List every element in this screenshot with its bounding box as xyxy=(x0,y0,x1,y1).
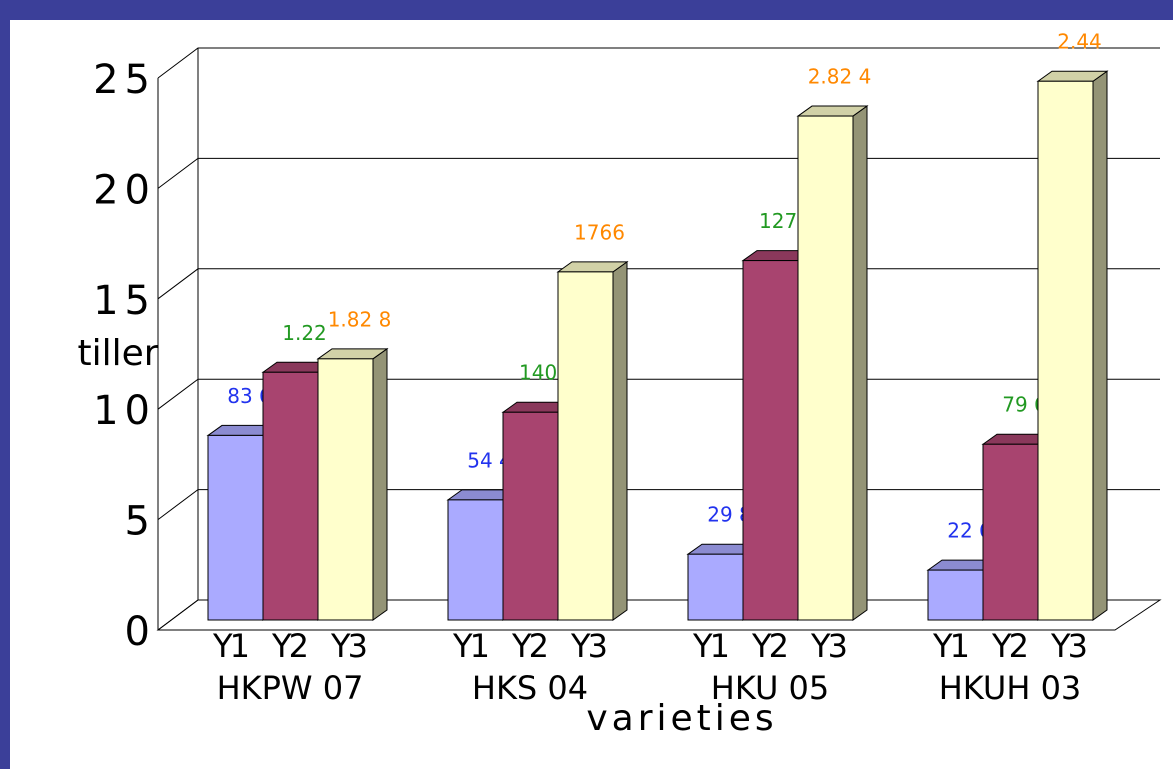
bar xyxy=(556,260,629,621)
series-label: Y3 xyxy=(330,627,366,665)
series-label: Y3 xyxy=(810,627,846,665)
bar-side xyxy=(612,260,628,621)
series-label: Y2 xyxy=(751,627,787,665)
y-tick-label: 25 xyxy=(93,57,156,103)
series-label: Y3 xyxy=(1050,627,1086,665)
series-label: Y1 xyxy=(212,627,248,665)
bar-side xyxy=(1092,70,1108,621)
x-tick-label: HKPW 07 xyxy=(217,669,364,707)
bar-front xyxy=(982,443,1039,621)
bar-front xyxy=(262,371,319,621)
bar xyxy=(686,543,759,621)
data-label: 1.82 8 xyxy=(328,307,392,331)
y-axis-label: tiller xyxy=(77,333,158,374)
grid-line xyxy=(157,47,1160,79)
bar xyxy=(1036,70,1109,621)
bar xyxy=(316,347,389,621)
series-label: Y3 xyxy=(570,627,606,665)
series-label: Y1 xyxy=(932,627,968,665)
bar-front xyxy=(742,260,799,621)
y-tick-label: 5 xyxy=(125,499,156,545)
x-tick-label: HKUH 03 xyxy=(939,669,1082,707)
data-label: 1766 xyxy=(574,220,625,244)
bar-front xyxy=(1037,80,1094,621)
bar-side xyxy=(372,347,388,621)
series-label: Y2 xyxy=(511,627,547,665)
bar-front xyxy=(207,434,264,621)
y-tick-label: 15 xyxy=(93,278,156,324)
bar-front xyxy=(557,271,614,621)
bar-side xyxy=(852,105,868,621)
bar-front xyxy=(927,569,984,621)
x-tick-label: HKS 04 xyxy=(472,669,588,707)
y-tick-label: 20 xyxy=(93,167,156,213)
bar-front xyxy=(447,499,504,621)
data-label: 1.22 xyxy=(282,321,327,345)
bar xyxy=(796,105,869,621)
x-tick-label: HKU 05 xyxy=(711,669,830,707)
bar-front xyxy=(502,411,559,621)
series-label: Y1 xyxy=(452,627,488,665)
data-label: 2.44 xyxy=(1057,30,1102,54)
grid-line xyxy=(157,268,1160,300)
bar-front xyxy=(317,358,374,621)
series-label: Y1 xyxy=(692,627,728,665)
grid-line xyxy=(157,157,1160,189)
x-axis-label: varieties xyxy=(586,698,777,739)
y-tick-label: 0 xyxy=(125,609,156,655)
series-label: Y2 xyxy=(271,627,307,665)
y-tick-label: 10 xyxy=(93,388,156,434)
data-label: 2.82 4 xyxy=(808,65,872,89)
bar-front xyxy=(797,115,854,621)
series-label: Y2 xyxy=(991,627,1027,665)
bar-front xyxy=(687,553,744,621)
